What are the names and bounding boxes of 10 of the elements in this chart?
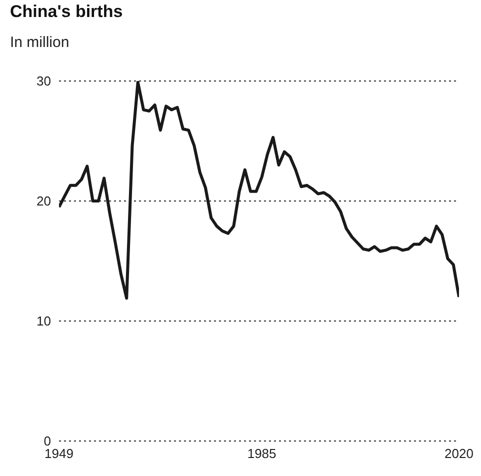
x-tick-label: 1985 xyxy=(247,446,276,462)
chart-title: China's births xyxy=(10,2,123,22)
x-tick-label: 1949 xyxy=(44,446,74,462)
y-tick-label: 10 xyxy=(36,314,51,329)
line-series xyxy=(59,81,459,300)
y-tick-label: 30 xyxy=(36,74,51,89)
chart-subtitle: In million xyxy=(10,34,70,51)
y-tick-label: 0 xyxy=(44,434,51,449)
y-tick-label: 20 xyxy=(36,194,51,209)
x-tick-label: 2020 xyxy=(444,446,474,462)
